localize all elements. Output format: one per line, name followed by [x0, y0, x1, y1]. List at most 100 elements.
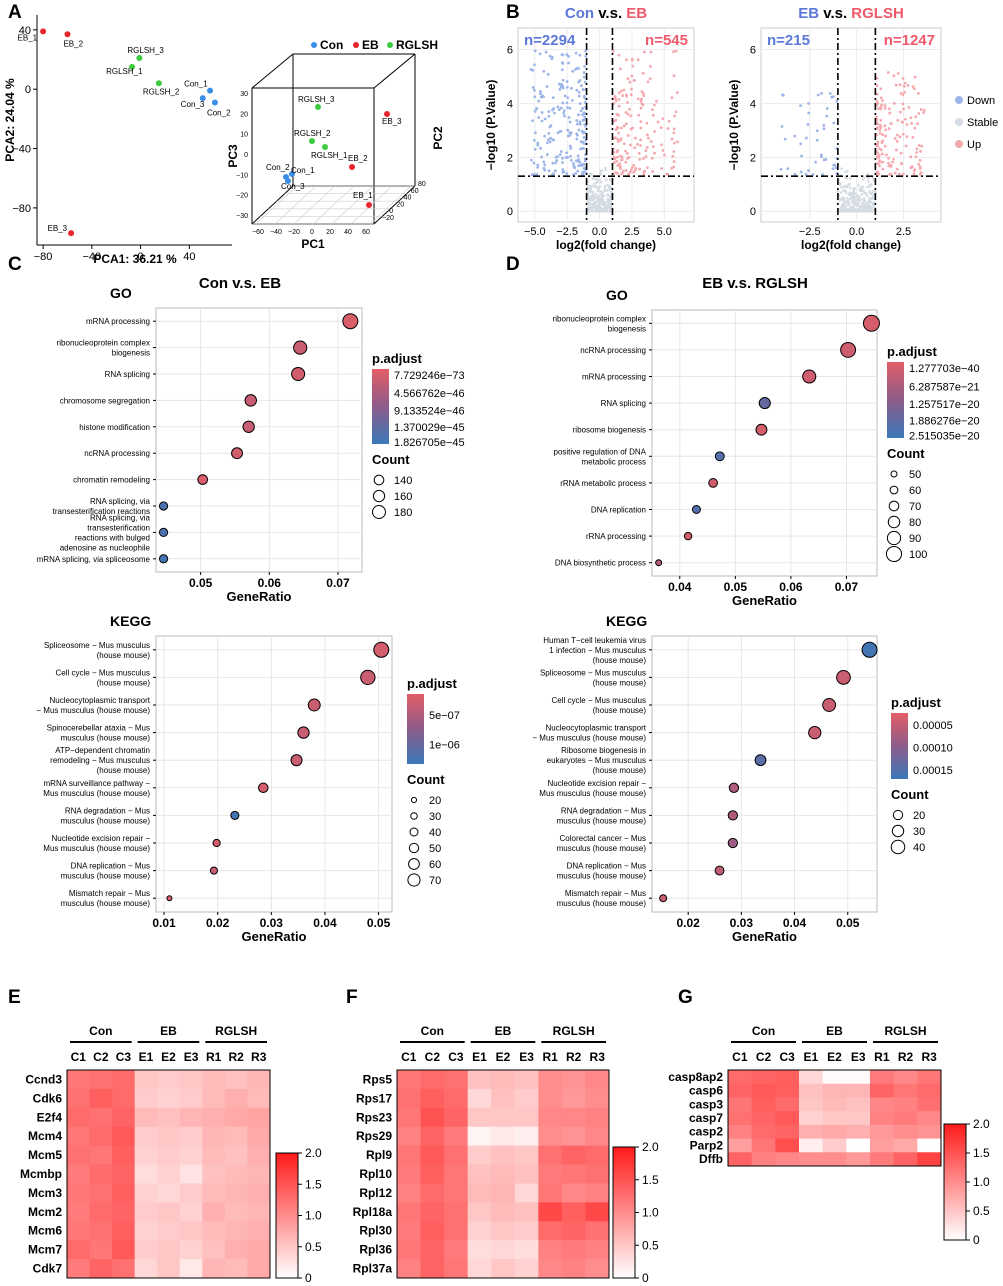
heat-cell — [561, 1088, 586, 1109]
heat-cell — [728, 1138, 753, 1153]
heat-cell — [134, 1088, 158, 1109]
down-point — [821, 173, 825, 176]
pca3d-point-label: RGLSH_2 — [294, 129, 331, 138]
pc2-axis-title: PC2 — [431, 126, 445, 150]
stable-point — [596, 204, 600, 208]
pca-point-Con_3 — [199, 95, 206, 102]
stable-point — [868, 200, 871, 203]
heat-cell — [397, 1145, 422, 1166]
y-tick-label: 4 — [507, 98, 513, 110]
down-point — [542, 166, 546, 170]
up-point — [887, 161, 890, 165]
heat-cell — [585, 1259, 610, 1279]
up-point — [636, 97, 640, 101]
heat-cell — [491, 1126, 516, 1147]
heat-cell — [751, 1152, 776, 1167]
volcano-panel — [517, 27, 695, 223]
up-point — [656, 120, 660, 124]
heat-cell — [157, 1107, 181, 1128]
row-label: Mcmbp — [20, 1167, 62, 1181]
down-point — [581, 118, 585, 122]
n-down-count: n=215 — [767, 32, 810, 49]
heat-cell — [157, 1259, 181, 1279]
down-point — [551, 172, 555, 176]
stable-point — [871, 176, 875, 179]
stable-point — [872, 193, 875, 197]
up-point — [643, 169, 647, 173]
up-point — [878, 153, 881, 157]
up-point — [901, 77, 905, 80]
down-point — [793, 172, 797, 176]
padj-legend-label: 1.257517e−20 — [909, 399, 980, 411]
padj-colorbar — [407, 694, 424, 764]
count-legend-label: 70 — [429, 875, 441, 887]
pca3d-point-label: Con_1 — [291, 166, 315, 175]
pca-point-label: Con_3 — [181, 100, 205, 109]
column-label: E3 — [851, 1050, 866, 1064]
y-tick-label: 2 — [507, 152, 513, 164]
up-point — [614, 97, 618, 101]
up-point — [631, 126, 634, 130]
stable-point — [856, 202, 859, 205]
cube-edge — [251, 185, 294, 225]
row-label: Cdk7 — [33, 1262, 63, 1276]
up-point — [878, 128, 882, 132]
heat-cell — [799, 1097, 824, 1112]
row-label: Rps29 — [356, 1129, 392, 1143]
heat-cell — [67, 1202, 91, 1222]
up-point — [909, 116, 913, 120]
stable-point — [599, 171, 602, 175]
up-point — [639, 120, 643, 124]
row-label: Mcm3 — [28, 1186, 62, 1200]
down-point — [575, 88, 579, 92]
heat-cell — [444, 1126, 469, 1147]
heat-cell — [514, 1164, 539, 1184]
up-point — [628, 107, 631, 111]
up-point — [673, 141, 676, 145]
up-point — [624, 149, 627, 153]
stable-point — [866, 185, 869, 189]
down-point — [582, 146, 585, 150]
heat-cell — [444, 1183, 469, 1203]
term-label: Spliceosome − Mus musculus — [540, 668, 646, 677]
stable-point — [596, 198, 599, 202]
column-label: C2 — [756, 1050, 772, 1064]
legend-dot-EB — [353, 42, 359, 48]
legend-label-Stable: Stable — [967, 117, 998, 129]
up-point — [612, 161, 616, 165]
term-label: (house mouse) — [593, 656, 647, 665]
term-label: transesterification — [87, 523, 150, 532]
down-point — [583, 115, 587, 119]
down-point — [556, 105, 560, 109]
down-point — [559, 83, 562, 87]
term-label: − Mus musculus (house mouse) — [36, 706, 150, 715]
down-point — [552, 138, 556, 142]
padj-legend-label: 2.515035e−20 — [909, 431, 980, 443]
heat-cell — [224, 1145, 248, 1166]
up-point — [617, 53, 621, 57]
pca-point-label: EB_1 — [18, 33, 38, 42]
heat-cell — [112, 1088, 136, 1109]
pc2-tick-label: 20 — [396, 201, 404, 208]
heat-cell — [728, 1152, 753, 1167]
stable-point — [860, 205, 864, 209]
term-label: chromatin remodeling — [73, 476, 150, 485]
dot-4 — [754, 754, 767, 767]
up-point — [629, 168, 633, 172]
y-axis-title: PCA2: 24.04 % — [3, 78, 17, 162]
up-point — [875, 144, 879, 147]
heat-cell — [491, 1221, 516, 1241]
stable-point — [867, 209, 871, 213]
pca3d-point-Con_1 — [289, 171, 295, 177]
heat-cell — [775, 1111, 800, 1126]
stable-point — [604, 207, 608, 210]
up-point — [893, 171, 897, 175]
term-label: RNA splicing — [105, 370, 150, 379]
row-label: casp6 — [689, 1084, 723, 1098]
down-point — [815, 138, 819, 142]
up-point — [639, 144, 642, 147]
dot-5 — [728, 782, 740, 793]
up-point — [645, 121, 649, 125]
dot-5 — [714, 451, 725, 462]
stable-point — [860, 203, 864, 206]
